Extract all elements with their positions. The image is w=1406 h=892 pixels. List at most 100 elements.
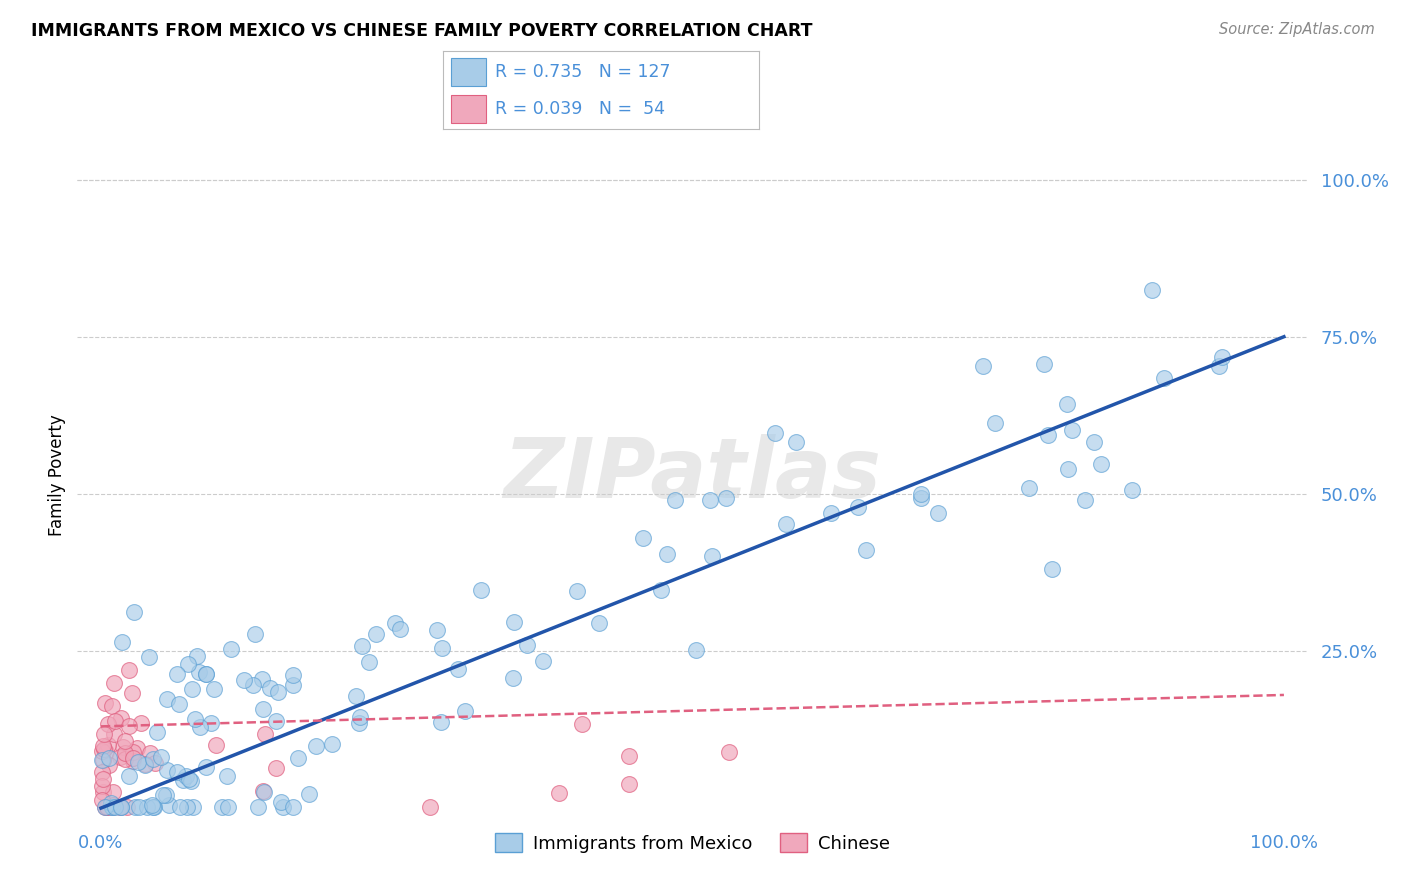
Point (121, 686, 143, 700)
Point (110, 711, 132, 725)
Point (775, 516, 797, 531)
Point (156, 691, 179, 706)
Point (184, 712, 207, 726)
Point (101, 800, 124, 814)
Point (502, 671, 524, 685)
Point (114, 746, 136, 760)
Point (97, 738, 120, 752)
Point (259, 681, 281, 695)
Point (364, 626, 387, 640)
Point (470, 582, 492, 597)
Point (650, 582, 672, 597)
Point (202, 682, 225, 697)
Point (685, 643, 707, 657)
Point (142, 800, 165, 814)
Point (349, 715, 371, 730)
Point (127, 740, 149, 755)
Point (617, 777, 640, 791)
Point (1040, 562, 1063, 576)
Point (143, 800, 166, 814)
Point (419, 800, 441, 814)
Point (91, 780, 114, 794)
Point (1090, 457, 1112, 471)
Point (1018, 481, 1040, 495)
Point (91, 744, 114, 758)
Point (112, 739, 135, 754)
Point (97, 750, 120, 764)
Point (252, 702, 274, 716)
Point (141, 798, 163, 813)
Point (1060, 423, 1083, 437)
Point (181, 800, 204, 814)
Point (702, 549, 724, 563)
Point (283, 800, 305, 814)
Point (430, 641, 453, 656)
Point (152, 789, 174, 803)
Point (96, 800, 118, 814)
Point (135, 800, 157, 814)
Point (1056, 397, 1078, 411)
Point (273, 800, 295, 814)
Point (167, 697, 190, 711)
Point (927, 506, 949, 520)
Point (217, 800, 239, 814)
Point (122, 605, 145, 619)
Point (447, 662, 470, 676)
Text: R = 0.735   N = 127: R = 0.735 N = 127 (495, 63, 671, 81)
Point (177, 657, 200, 672)
Point (166, 666, 188, 681)
Point (855, 543, 877, 558)
Point (246, 800, 269, 814)
Point (516, 638, 538, 652)
Point (426, 623, 449, 637)
Point (910, 487, 932, 501)
Point (104, 714, 127, 728)
Point (253, 727, 276, 741)
Point (186, 648, 208, 663)
Point (699, 492, 721, 507)
Point (156, 763, 179, 777)
Point (453, 704, 475, 718)
Point (1121, 483, 1143, 497)
Point (142, 752, 165, 766)
Point (531, 654, 554, 668)
Point (180, 681, 202, 696)
Point (266, 761, 288, 775)
Point (548, 786, 571, 800)
Point (287, 750, 309, 764)
Point (94, 800, 117, 814)
Point (785, 435, 807, 450)
Point (100, 796, 122, 810)
Point (215, 769, 238, 783)
Point (122, 745, 145, 759)
Point (93, 727, 115, 741)
Point (101, 785, 124, 799)
Point (110, 749, 132, 764)
Point (145, 724, 167, 739)
Point (108, 800, 131, 814)
Point (910, 491, 932, 505)
Point (138, 649, 160, 664)
Point (93, 741, 115, 756)
Point (565, 584, 588, 599)
Text: R = 0.039   N =  54: R = 0.039 N = 54 (495, 100, 665, 118)
Point (179, 772, 201, 786)
Point (281, 668, 304, 682)
Point (655, 547, 678, 561)
Point (352, 640, 374, 654)
Point (200, 715, 222, 730)
Point (121, 751, 143, 765)
Text: ZIPatlas: ZIPatlas (503, 434, 882, 516)
Point (617, 748, 640, 763)
FancyBboxPatch shape (451, 58, 485, 87)
Point (166, 764, 188, 779)
Point (430, 715, 453, 730)
Point (172, 773, 194, 788)
Point (96, 800, 118, 814)
Point (664, 493, 686, 508)
Point (121, 755, 143, 769)
Point (169, 800, 191, 814)
Point (357, 656, 380, 670)
Point (114, 734, 136, 748)
Point (305, 739, 328, 753)
